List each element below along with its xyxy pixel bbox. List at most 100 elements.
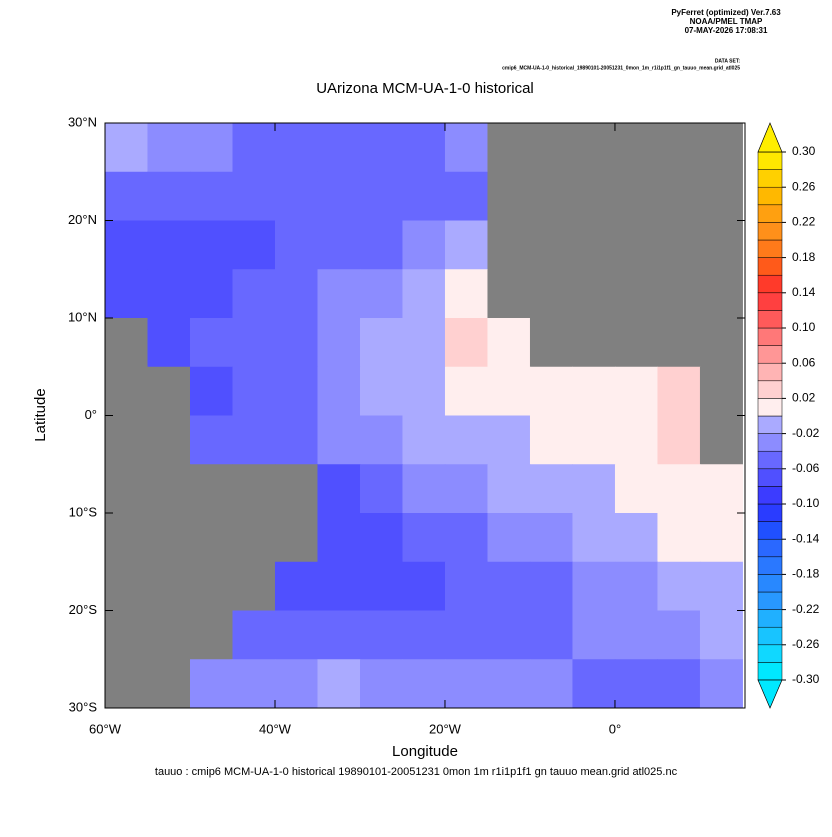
- land-cell: [487, 220, 531, 270]
- cell: [359, 659, 403, 709]
- land-cell: [105, 561, 148, 611]
- x-axis-label: Longitude: [392, 743, 458, 760]
- cell: [147, 171, 191, 221]
- land-cell: [147, 366, 191, 416]
- cell: [232, 220, 276, 270]
- cell: [657, 366, 701, 416]
- land-cell: [699, 123, 743, 173]
- cell: [317, 464, 361, 514]
- cell: [529, 561, 573, 611]
- x-tick-label: 0°: [609, 721, 621, 736]
- cell: [189, 220, 233, 270]
- cell: [402, 659, 446, 709]
- colorbar-swatch: [757, 362, 783, 382]
- colorbar-label: -0.14: [792, 531, 820, 545]
- cell: [657, 561, 701, 611]
- land-cell: [699, 415, 743, 465]
- cell: [657, 464, 701, 514]
- colorbar-label: -0.06: [792, 461, 820, 475]
- program: PyFerret (optimized) Ver.7.63: [671, 8, 781, 17]
- cell: [105, 269, 148, 319]
- cell: [614, 415, 658, 465]
- colorbar-swatch: [757, 662, 783, 681]
- cell: [444, 415, 488, 465]
- y-tick-label: 30°S: [69, 699, 98, 714]
- land-cell: [105, 464, 148, 514]
- cell: [274, 610, 318, 660]
- colorbar-swatch: [757, 345, 783, 364]
- y-tick-label: 0°: [85, 407, 97, 422]
- cell: [274, 415, 318, 465]
- cell: [232, 610, 276, 660]
- land-cell: [614, 269, 658, 319]
- colorbar-label: -0.02: [792, 426, 820, 440]
- colorbar-label: -0.18: [792, 567, 820, 581]
- cell: [189, 318, 233, 368]
- cell: [529, 659, 573, 709]
- colorbar-swatch: [757, 468, 783, 487]
- cell: [232, 366, 276, 416]
- cell: [402, 464, 446, 514]
- land-cell: [487, 171, 531, 221]
- cell: [487, 513, 531, 563]
- land-cell: [699, 269, 743, 319]
- cell: [232, 415, 276, 465]
- cell: [572, 513, 616, 563]
- cell: [359, 513, 403, 563]
- land-cell: [572, 220, 616, 270]
- cell: [487, 464, 531, 514]
- y-tick-label: 20°N: [68, 212, 97, 227]
- colorbar-label: -0.26: [792, 637, 820, 651]
- cell: [572, 561, 616, 611]
- cell: [359, 366, 403, 416]
- land-cell: [614, 220, 658, 270]
- land-cell: [529, 171, 573, 221]
- x-tick-label: 20°W: [429, 721, 462, 736]
- land-cell: [232, 513, 276, 563]
- land-cell: [105, 318, 148, 368]
- cell: [444, 171, 488, 221]
- colorbar-swatch: [757, 169, 783, 188]
- colorbar-label: 0.10: [792, 320, 816, 334]
- cell: [657, 415, 701, 465]
- cell: [487, 561, 531, 611]
- land-cell: [614, 318, 658, 368]
- cell: [614, 659, 658, 709]
- colorbar-over: [757, 122, 783, 153]
- cell: [529, 415, 573, 465]
- cell: [529, 464, 573, 514]
- axes: 60°W 40°W 20°W 0° 30°N 20°N 10°N 0° 10°S 20°S 30°S: [68, 114, 746, 736]
- land-cell: [487, 269, 531, 319]
- date: 07-MAY-2026 17:08:31: [685, 26, 768, 35]
- cell: [359, 269, 403, 319]
- land-cell: [105, 513, 148, 563]
- colorbar-label: 0.02: [792, 391, 816, 405]
- cell: [189, 171, 233, 221]
- cell: [699, 561, 743, 611]
- cell: [444, 318, 488, 368]
- cell: [359, 415, 403, 465]
- land-cell: [657, 269, 701, 319]
- land-cell: [657, 220, 701, 270]
- land-cell: [189, 464, 233, 514]
- land-cell: [147, 415, 191, 465]
- land-cell: [147, 659, 191, 709]
- colorbar-swatch: [757, 398, 783, 417]
- land-cell: [105, 415, 148, 465]
- land-cell: [699, 220, 743, 270]
- land-cell: [699, 171, 743, 221]
- land-cell: [147, 561, 191, 611]
- y-tick-label: 10°S: [69, 504, 98, 519]
- cell: [529, 513, 573, 563]
- cell: [317, 561, 361, 611]
- cell: [444, 610, 488, 660]
- land-cell: [147, 464, 191, 514]
- land-cell: [105, 659, 148, 709]
- cell: [444, 659, 488, 709]
- land-cell: [529, 269, 573, 319]
- land-cell: [189, 513, 233, 563]
- cell: [274, 123, 318, 173]
- colorbar-swatch: [757, 415, 783, 434]
- cell: [189, 123, 233, 173]
